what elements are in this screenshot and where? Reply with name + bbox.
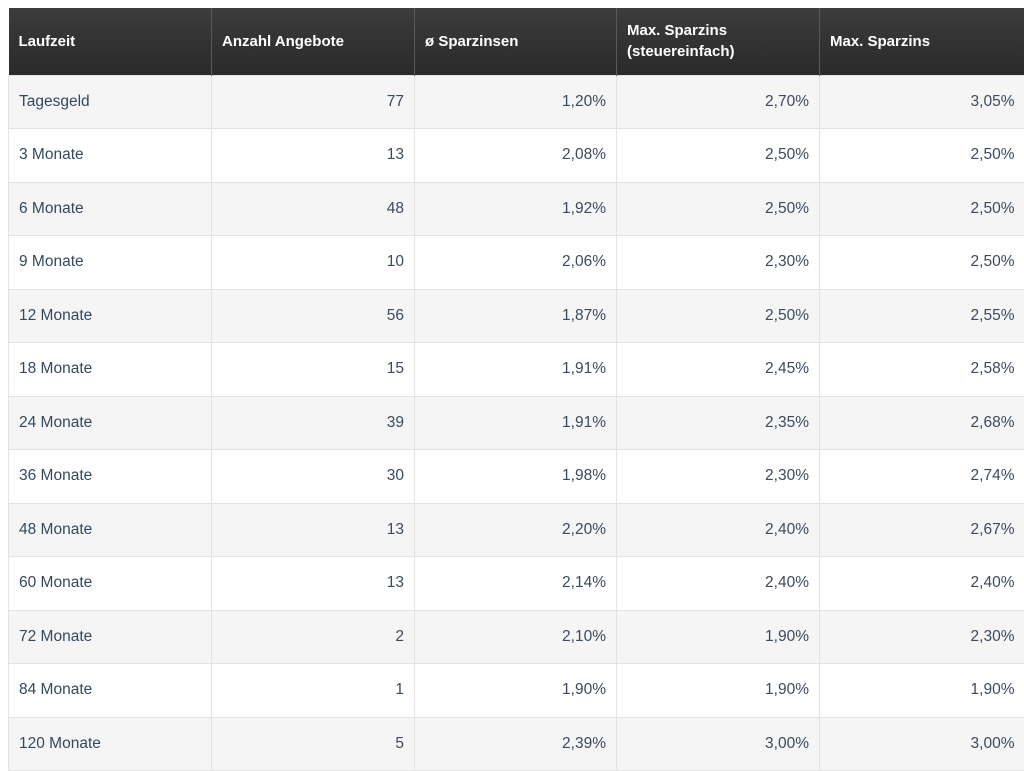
cell-anzahl: 5 — [211, 716, 415, 771]
cell-laufzeit: 72 Monate — [8, 609, 212, 664]
header-max-sparzins-steuereinfach[interactable]: Max. Sparzins (steuereinfach) — [616, 8, 820, 75]
cell-anzahl: 13 — [211, 556, 415, 610]
cell-max-rate: 2,55% — [819, 288, 1024, 343]
cell-max-rate-steuereinfach: 2,40% — [616, 502, 820, 557]
cell-avg-rate: 1,20% — [414, 74, 617, 129]
table-row: 72 Monate 2 2,10% 1,90% 2,30% — [8, 609, 1024, 664]
header-laufzeit[interactable]: Laufzeit — [8, 8, 212, 75]
cell-max-rate-steuereinfach: 2,45% — [616, 342, 820, 396]
table-row: 84 Monate 1 1,90% 1,90% 1,90% — [8, 663, 1024, 717]
cell-laufzeit: 24 Monate — [8, 395, 212, 450]
table-row: 18 Monate 15 1,91% 2,45% 2,58% — [8, 342, 1024, 396]
cell-max-rate: 2,74% — [819, 449, 1024, 503]
rates-table-container: Laufzeit Anzahl Angebote ø Sparzinsen Ma… — [8, 8, 1024, 771]
cell-laufzeit: 36 Monate — [8, 449, 212, 503]
cell-avg-rate: 2,14% — [414, 556, 617, 610]
savings-rates-table: Laufzeit Anzahl Angebote ø Sparzinsen Ma… — [8, 8, 1024, 771]
cell-anzahl: 77 — [211, 74, 415, 129]
cell-avg-rate: 1,98% — [414, 449, 617, 503]
cell-max-rate-steuereinfach: 2,40% — [616, 556, 820, 610]
header-avg-sparzinsen[interactable]: ø Sparzinsen — [414, 8, 617, 75]
cell-anzahl: 30 — [211, 449, 415, 503]
cell-anzahl: 10 — [211, 235, 415, 289]
cell-anzahl: 48 — [211, 181, 415, 236]
cell-max-rate: 2,30% — [819, 609, 1024, 664]
table-row: Tagesgeld 77 1,20% 2,70% 3,05% — [8, 74, 1024, 129]
table-row: 3 Monate 13 2,08% 2,50% 2,50% — [8, 128, 1024, 182]
cell-max-rate-steuereinfach: 2,70% — [616, 74, 820, 129]
cell-laufzeit: 6 Monate — [8, 181, 212, 236]
cell-avg-rate: 2,39% — [414, 716, 617, 771]
header-max-sparzins[interactable]: Max. Sparzins — [830, 32, 931, 50]
cell-max-rate: 2,50% — [819, 128, 1024, 182]
cell-laufzeit: Tagesgeld — [8, 74, 212, 129]
cell-laufzeit: 9 Monate — [8, 235, 212, 289]
cell-max-rate: 2,58% — [819, 342, 1024, 396]
cell-max-rate-steuereinfach: 1,90% — [616, 663, 820, 717]
cell-max-rate-steuereinfach: 3,00% — [616, 716, 820, 771]
table-row: 60 Monate 13 2,14% 2,40% 2,40% — [8, 556, 1024, 610]
cell-max-rate-steuereinfach: 2,50% — [616, 181, 820, 236]
cell-avg-rate: 2,10% — [414, 609, 617, 664]
cell-laufzeit: 18 Monate — [8, 342, 212, 396]
cell-laufzeit: 48 Monate — [8, 502, 212, 557]
cell-avg-rate: 1,87% — [414, 288, 617, 343]
cell-max-rate: 2,40% — [819, 556, 1024, 610]
table-row: 36 Monate 30 1,98% 2,30% 2,74% — [8, 449, 1024, 503]
cell-anzahl: 39 — [211, 395, 415, 450]
cell-max-rate-steuereinfach: 2,30% — [616, 235, 820, 289]
cell-anzahl: 1 — [211, 663, 415, 717]
cell-avg-rate: 1,91% — [414, 342, 617, 396]
cell-anzahl: 56 — [211, 288, 415, 343]
cell-avg-rate: 2,08% — [414, 128, 617, 182]
table-row: 9 Monate 10 2,06% 2,30% 2,50% — [8, 235, 1024, 289]
cell-max-rate: 1,90% — [819, 663, 1024, 717]
cell-max-rate-steuereinfach: 2,35% — [616, 395, 820, 450]
cell-max-rate-steuereinfach: 1,90% — [616, 609, 820, 664]
cell-anzahl: 13 — [211, 502, 415, 557]
table-row: 120 Monate 5 2,39% 3,00% 3,00% — [8, 716, 1024, 771]
table-row: 24 Monate 39 1,91% 2,35% 2,68% — [8, 395, 1024, 450]
cell-avg-rate: 1,92% — [414, 181, 617, 236]
cell-avg-rate: 1,91% — [414, 395, 617, 450]
cell-laufzeit: 84 Monate — [8, 663, 212, 717]
cell-anzahl: 13 — [211, 128, 415, 182]
cell-avg-rate: 2,20% — [414, 502, 617, 557]
cell-max-rate: 2,50% — [819, 181, 1024, 236]
cell-avg-rate: 1,90% — [414, 663, 617, 717]
cell-laufzeit: 12 Monate — [8, 288, 212, 343]
cell-avg-rate: 2,06% — [414, 235, 617, 289]
cell-max-rate-steuereinfach: 2,50% — [616, 288, 820, 343]
header-anzahl-angebote[interactable]: Anzahl Angebote — [211, 8, 415, 75]
cell-max-rate-steuereinfach: 2,30% — [616, 449, 820, 503]
table-header-row: Laufzeit Anzahl Angebote ø Sparzinsen Ma… — [8, 8, 1024, 75]
cell-max-rate: 2,50% — [819, 235, 1024, 289]
cell-max-rate: 2,68% — [819, 395, 1024, 450]
cell-anzahl: 2 — [211, 609, 415, 664]
cell-max-rate: 3,00% — [819, 716, 1024, 771]
table-row: 12 Monate 56 1,87% 2,50% 2,55% — [8, 288, 1024, 343]
cell-laufzeit: 60 Monate — [8, 556, 212, 610]
cell-max-rate: 3,05% — [819, 74, 1024, 129]
cell-laufzeit: 120 Monate — [8, 716, 212, 771]
table-row: 6 Monate 48 1,92% 2,50% 2,50% — [8, 181, 1024, 236]
cell-laufzeit: 3 Monate — [8, 128, 212, 182]
cell-max-rate: 2,67% — [819, 502, 1024, 557]
cell-max-rate-steuereinfach: 2,50% — [616, 128, 820, 182]
table-row: 48 Monate 13 2,20% 2,40% 2,67% — [8, 502, 1024, 557]
cell-anzahl: 15 — [211, 342, 415, 396]
